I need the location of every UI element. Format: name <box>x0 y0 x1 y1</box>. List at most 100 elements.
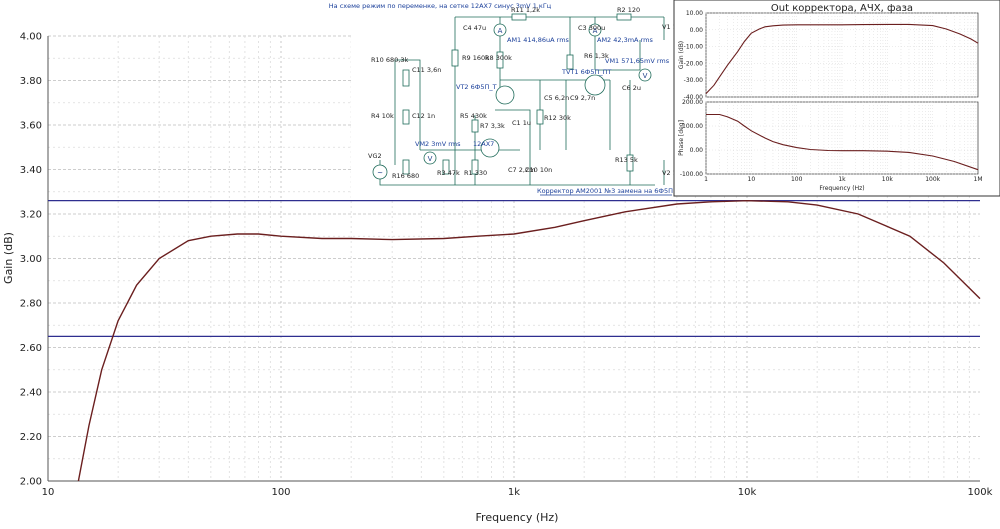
svg-text:C10 10n: C10 10n <box>525 166 552 174</box>
inset-y-tick-label: -30.00 <box>684 77 704 84</box>
inset-x-tick-label: 1 <box>704 176 708 183</box>
svg-text:R1 330: R1 330 <box>464 169 487 177</box>
svg-text:C9 2,7n: C9 2,7n <box>570 94 595 102</box>
tube-12ax7 <box>480 138 500 158</box>
inset-y-tick-label: 0.00 <box>690 147 704 154</box>
svg-text:R2 120: R2 120 <box>617 6 640 14</box>
svg-text:VG2: VG2 <box>368 152 382 160</box>
schematic-panel: На схеме режим по переменке, на сетке 12… <box>329 0 685 200</box>
inset-phase-curve <box>706 113 979 171</box>
svg-text:VM2 3mV rms: VM2 3mV rms <box>415 140 461 148</box>
tube-tvt1 <box>584 74 606 96</box>
inset-y-tick-label: 0.00 <box>690 27 704 34</box>
signal-source-vg2 <box>372 164 388 180</box>
svg-text:C7 2,2m: C7 2,2m <box>508 166 535 174</box>
inset-tick-labels: 10.000.00-10.00-20.00-30.00-40.00200.001… <box>680 10 983 183</box>
svg-text:~: ~ <box>377 169 383 177</box>
inset-grid <box>705 12 978 175</box>
inset-y-tick-label: -10.00 <box>684 44 704 51</box>
y-tick-label: 3.60 <box>20 121 42 132</box>
svg-text:TVT1 6Ф5П_ПТ: TVT1 6Ф5П_ПТ <box>561 68 611 76</box>
y-tick-label: 3.80 <box>20 76 42 87</box>
schematic-components <box>372 13 652 180</box>
svg-text:R9 160k: R9 160k <box>462 54 489 62</box>
inset-x-axis-title: Frequency (Hz) <box>819 185 864 192</box>
inset-title: Out корректора, АЧХ, фаза <box>771 3 913 14</box>
svg-text:V: V <box>428 155 433 163</box>
y-tick-label: 2.20 <box>20 432 42 443</box>
svg-text:R5 430k: R5 430k <box>460 112 487 120</box>
y-tick-label: 4.00 <box>20 32 42 43</box>
y-tick-label: 3.00 <box>20 254 42 265</box>
svg-text:A: A <box>498 27 503 35</box>
inset-y-tick-label: -40.00 <box>684 94 704 101</box>
svg-text:R11 1,2k: R11 1,2k <box>511 6 540 14</box>
inset-y-tick-label: 200.00 <box>682 99 703 106</box>
x-tick-label: 1k <box>508 487 520 498</box>
inset-x-tick-label: 100k <box>925 176 940 183</box>
svg-text:C11 3,6n: C11 3,6n <box>412 66 441 74</box>
svg-text:C12 1n: C12 1n <box>412 112 435 120</box>
y-tick-label: 2.60 <box>20 343 42 354</box>
y-tick-labels: 2.00 2.20 2.40 2.60 2.80 3.00 3.20 3.40 3.60 3.80… <box>20 32 42 488</box>
svg-text:R8 300k: R8 300k <box>485 54 512 62</box>
svg-text:AM2 42,3mA rms: AM2 42,3mA rms <box>597 36 653 44</box>
svg-text:C3 300u: C3 300u <box>578 24 605 32</box>
x-tick-labels: 10 100 1k 10k 100k <box>42 487 993 498</box>
inset-x-tick-label: 10 <box>748 176 756 183</box>
x-tick-label: 100 <box>271 487 290 498</box>
svg-text:R16 680: R16 680 <box>392 172 419 180</box>
y-axis-title: Gain (dB) <box>2 232 15 284</box>
svg-text:VM1 571,65mV rms: VM1 571,65mV rms <box>605 57 670 65</box>
ammeter-am1 <box>493 23 507 37</box>
x-axis-title: Frequency (Hz) <box>476 511 559 524</box>
svg-text:R12 30k: R12 30k <box>544 114 571 122</box>
svg-text:R13 5k: R13 5k <box>615 156 638 164</box>
inset-x-tick-label: 1k <box>838 176 846 183</box>
inset-curves <box>705 23 979 171</box>
svg-text:VT2 6Ф5П_Т: VT2 6Ф5П_Т <box>456 83 497 91</box>
schematic-caption-bottom: Корректор АМ2001 №3 замена на 6Ф5П <box>537 187 673 195</box>
svg-text:12AX7: 12AX7 <box>473 140 494 148</box>
ammeter-am2 <box>588 23 602 37</box>
y-tick-label: 2.40 <box>20 388 42 399</box>
svg-text:R10 680,3k: R10 680,3k <box>371 56 408 64</box>
y-tick-label: 2.00 <box>20 477 42 488</box>
svg-text:A: A <box>593 27 598 35</box>
inset-gain-axis-title: Gain (dB) <box>678 41 685 69</box>
svg-text:C5 6,2n: C5 6,2n <box>544 94 569 102</box>
schematic-caption-top: На схеме режим по переменке, на сетке 12… <box>329 2 552 10</box>
inset-x-tick-label: 100 <box>791 176 803 183</box>
svg-text:R7 3,3k: R7 3,3k <box>480 122 505 130</box>
tube-vt2 <box>495 85 515 105</box>
y-tick-label: 2.80 <box>20 299 42 310</box>
svg-text:V: V <box>643 72 648 80</box>
inset-x-tick-label: 1M <box>974 176 983 183</box>
inset-phase-axis-title: Phase [deg] <box>678 120 685 156</box>
svg-text:AM1 414,86uA rms: AM1 414,86uA rms <box>507 36 570 44</box>
inset-x-tick-label: 10k <box>882 176 894 183</box>
gain-curve-group <box>77 199 981 482</box>
svg-text:C1 1u: C1 1u <box>512 119 531 127</box>
schematic-meter-glyphs: A A V V ~ <box>377 27 648 177</box>
svg-text:C4 47u: C4 47u <box>463 24 486 32</box>
svg-text:R3 47k: R3 47k <box>437 169 460 177</box>
inset-gain-curve <box>705 23 979 94</box>
voltmeter-vm1 <box>638 68 652 82</box>
voltmeter-vm2 <box>423 151 437 165</box>
svg-text:R6 1,3k: R6 1,3k <box>584 52 609 60</box>
inset-bode-chart: Out корректора, АЧХ, фаза 10.000.00-10.0… <box>673 0 1000 197</box>
inset-y-tick-label: 10.00 <box>686 10 703 17</box>
gain-curve <box>77 199 981 482</box>
x-tick-label: 10k <box>738 487 757 498</box>
svg-text:C6 2u: C6 2u <box>622 84 641 92</box>
inset-y-tick-label: 100.00 <box>682 123 703 130</box>
svg-text:R4 10k: R4 10k <box>371 112 394 120</box>
reference-lines <box>48 199 980 338</box>
inset-y-tick-label: -20.00 <box>684 60 704 67</box>
x-tick-label: 100k <box>968 487 993 498</box>
inset-y-tick-label: -100.00 <box>680 171 703 178</box>
x-tick-label: 10 <box>42 487 55 498</box>
y-tick-label: 3.40 <box>20 165 42 176</box>
